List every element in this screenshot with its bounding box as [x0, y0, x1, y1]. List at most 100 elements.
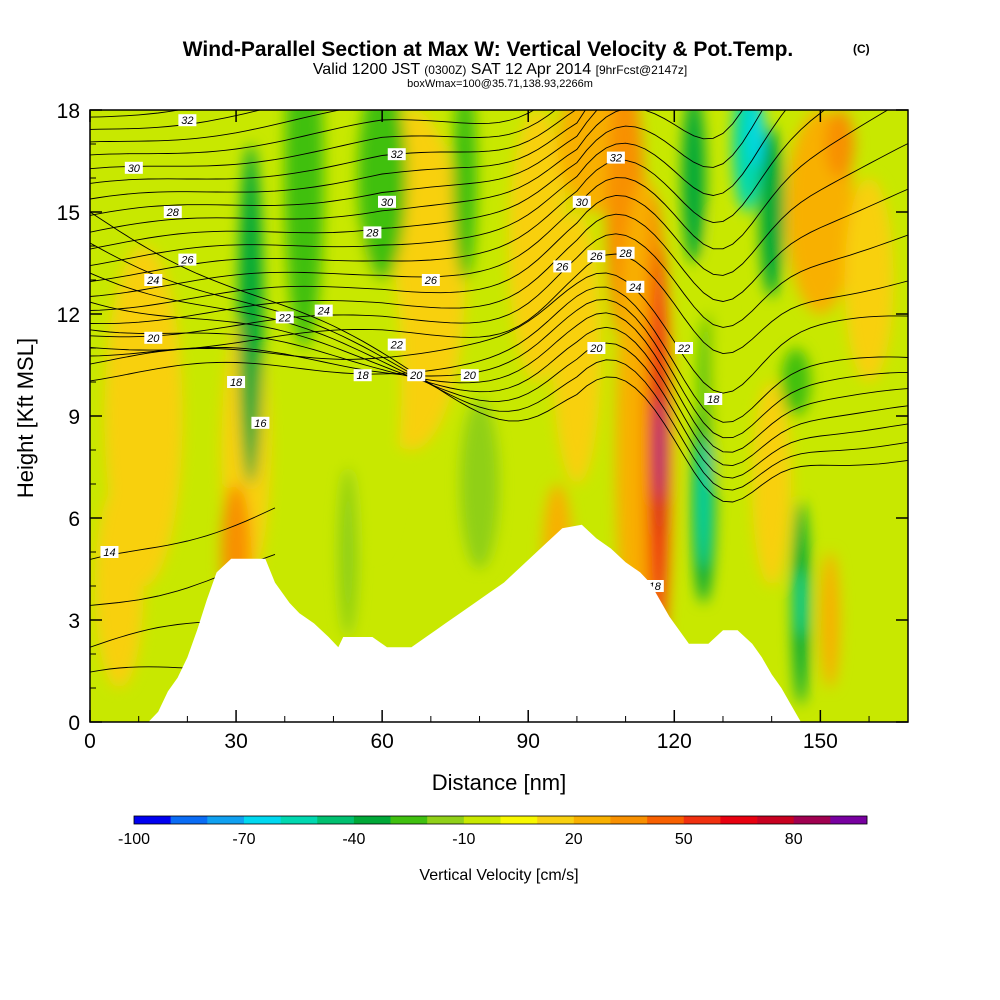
contour-label-30: 30 — [572, 195, 591, 209]
theta-contour — [90, 312, 908, 453]
colorbar-swatch — [353, 816, 391, 824]
velocity-cell — [752, 382, 792, 586]
contour-label-18: 18 — [353, 369, 372, 382]
svg-text:28: 28 — [365, 227, 379, 239]
svg-text:32: 32 — [391, 149, 403, 161]
contour-label-14: 14 — [100, 546, 119, 559]
svg-text:24: 24 — [146, 275, 159, 287]
theta-contours — [90, 110, 908, 673]
colorbar-swatch — [793, 816, 831, 824]
velocity-cell — [825, 110, 855, 178]
svg-text:20: 20 — [589, 343, 603, 355]
svg-text:Valid 1200 JST (0300Z): Valid 1200 JST (0300Z) SAT 12 Apr 2014 [… — [313, 61, 687, 78]
theta-contour — [90, 110, 577, 184]
contour-label-28: 28 — [616, 246, 635, 260]
theta-contour — [90, 110, 763, 250]
contour-label-32: 32 — [606, 151, 625, 165]
colorbar-swatch — [573, 816, 611, 824]
svg-text:20: 20 — [146, 333, 160, 345]
svg-text:18: 18 — [230, 377, 243, 389]
contour-label-26: 26 — [587, 250, 606, 263]
colorbar-swatch — [757, 816, 794, 824]
svg-text:22: 22 — [677, 343, 690, 355]
theta-contour — [90, 286, 908, 423]
forecast-info: [9hrFcst@2147z] — [596, 63, 688, 77]
contour-label-30: 30 — [378, 195, 397, 209]
theta-contour — [90, 110, 263, 130]
contour-label-20: 20 — [407, 369, 426, 382]
contour-label-24: 24 — [144, 274, 163, 287]
y-tick-label: 0 — [68, 712, 80, 735]
theta-contour — [90, 110, 586, 200]
colorbar-label: Vertical Velocity [cm/s] — [419, 867, 578, 884]
x-tick-label: 0 — [84, 730, 96, 753]
svg-text:32: 32 — [610, 153, 622, 165]
velocity-cell — [796, 569, 805, 637]
colorbar-swatch — [243, 816, 281, 824]
svg-text:22: 22 — [278, 312, 291, 324]
chart-title: Wind-Parallel Section at Max W: Vertical… — [183, 38, 794, 61]
colorbar-tick-label: -40 — [342, 831, 365, 848]
colorbar-swatch — [500, 816, 538, 824]
contour-label-22: 22 — [675, 342, 694, 355]
colorbar-swatch — [537, 816, 575, 824]
svg-text:30: 30 — [576, 197, 589, 209]
svg-text:24: 24 — [628, 282, 641, 294]
contour-label-32: 32 — [178, 114, 197, 127]
x-tick-label: 150 — [803, 730, 838, 753]
copyright-mark: (C) — [853, 42, 870, 56]
y-tick-label: 18 — [57, 100, 80, 123]
svg-text:20: 20 — [409, 370, 423, 382]
y-tick-label: 12 — [57, 304, 80, 327]
contour-label-20: 20 — [587, 342, 606, 355]
velocity-cell — [820, 552, 840, 688]
valid-prefix: Valid 1200 JST — [313, 61, 421, 78]
velocity-cell — [338, 467, 358, 637]
velocity-cell — [452, 110, 478, 280]
contour-label-20: 20 — [144, 331, 163, 345]
theta-contour — [90, 110, 826, 282]
theta-contour — [90, 110, 787, 267]
colorbar-swatch — [647, 816, 685, 824]
theta-contour — [90, 110, 557, 170]
y-tick-label: 3 — [68, 610, 80, 633]
colorbar-tick-label: 20 — [565, 831, 583, 848]
colorbar-tick-label: -10 — [452, 831, 475, 848]
theta-contour — [90, 301, 908, 467]
theta-contour — [90, 110, 708, 216]
contour-label-24: 24 — [314, 304, 333, 318]
theta-contour — [90, 110, 485, 143]
contour-label-32: 32 — [387, 148, 406, 161]
velocity-cell — [508, 110, 568, 382]
colorbar-tick-label: -100 — [118, 831, 150, 848]
y-tick-label: 9 — [68, 406, 80, 429]
theta-contour — [90, 110, 744, 233]
valid-utc: (0300Z) — [424, 63, 466, 77]
svg-text:26: 26 — [555, 261, 569, 273]
contour-label-18: 18 — [704, 393, 723, 406]
theta-contour — [90, 110, 889, 297]
velocity-cell — [844, 178, 894, 382]
svg-text:14: 14 — [103, 547, 115, 559]
contour-label-26: 26 — [553, 260, 572, 273]
contour-label-28: 28 — [163, 206, 182, 219]
theta-contour — [90, 143, 908, 311]
colorbar-swatch — [134, 816, 171, 824]
svg-text:32: 32 — [181, 115, 193, 127]
y-tick-label: 15 — [57, 202, 80, 225]
velocity-cell — [343, 212, 402, 552]
y-axis-ticks: 0 3 6 9 12 15 18 — [57, 100, 908, 735]
terrain-mask — [148, 524, 801, 722]
contour-label-16: 16 — [251, 416, 270, 430]
velocity-cell — [682, 110, 706, 263]
theta-contour — [90, 253, 908, 355]
contour-label-24: 24 — [626, 280, 645, 294]
box-info: boxWmax=100@35.71,138.93,2266m — [407, 78, 593, 90]
x-axis-label: Distance [nm] — [432, 770, 567, 795]
velocity-cell — [759, 127, 784, 297]
x-tick-label: 30 — [224, 730, 247, 753]
y-tick-label: 6 — [68, 508, 80, 531]
colorbar-frame — [133, 815, 868, 825]
